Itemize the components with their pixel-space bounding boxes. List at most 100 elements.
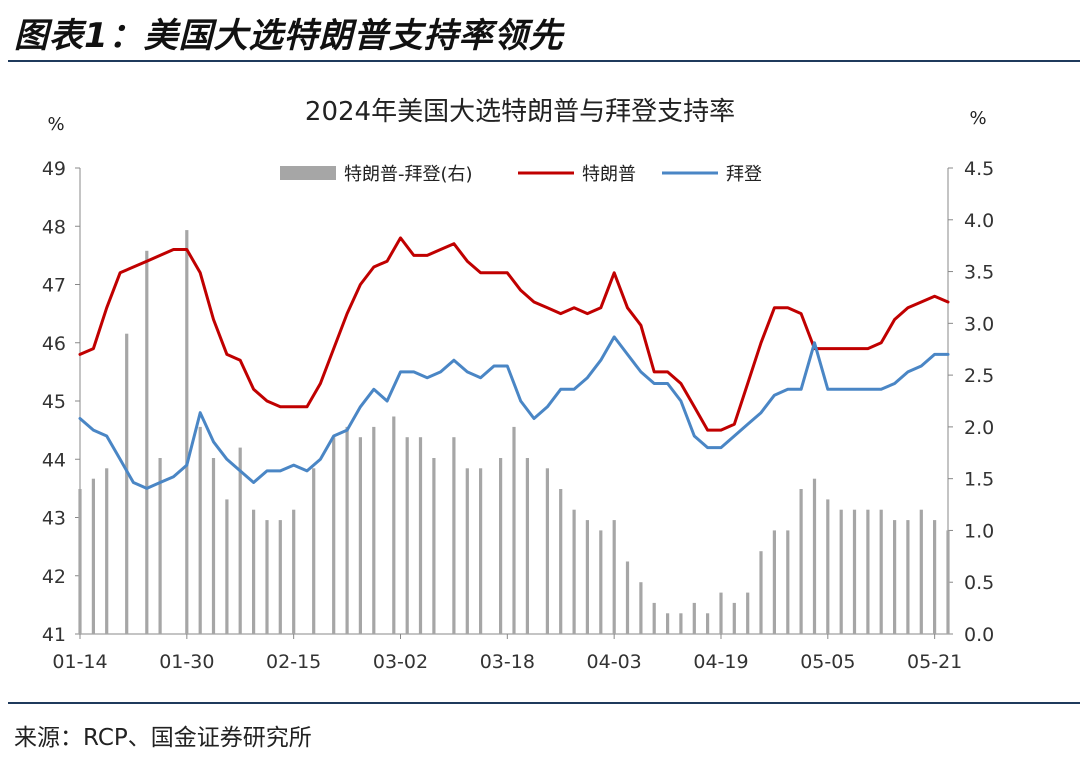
legend-label-biden: 拜登 xyxy=(726,164,762,185)
diff-bar xyxy=(559,489,563,634)
diff-bar xyxy=(405,437,409,634)
diff-bar xyxy=(692,602,696,634)
x-tick-label: 05-21 xyxy=(907,651,962,673)
diff-bar xyxy=(612,520,616,634)
diff-bar xyxy=(946,530,950,634)
series-lines xyxy=(78,236,950,490)
diff-bar xyxy=(91,478,95,634)
diff-bar xyxy=(345,426,349,634)
diff-bar xyxy=(499,458,503,634)
diff-bar xyxy=(719,592,723,634)
left-tick-label: 48 xyxy=(42,216,66,238)
diff-bar xyxy=(585,520,589,634)
chart-title: 2024年美国大选特朗普与拜登支持率 xyxy=(305,97,735,127)
diff-bar xyxy=(211,458,216,634)
diff-bar xyxy=(312,468,316,634)
diff-bar xyxy=(105,468,109,634)
axes: 49 48 47 46 45 44 43 42 41 4.5 4.0 3.5 3.0 2.5 2.0 1.5 1… xyxy=(42,158,994,673)
diff-bar xyxy=(418,437,423,634)
left-tick-label: 45 xyxy=(42,391,66,413)
diff-bar xyxy=(372,426,376,634)
diff-bar xyxy=(479,468,483,634)
diff-bars xyxy=(78,230,950,635)
left-tick-label: 46 xyxy=(42,333,66,355)
diff-bar xyxy=(432,458,436,634)
diff-bar xyxy=(919,509,923,634)
diff-bar xyxy=(906,520,910,634)
diff-bar xyxy=(252,509,256,634)
diff-bar xyxy=(145,250,149,635)
source-note: 来源：RCP、国金证券研究所 xyxy=(14,725,312,751)
diff-bar xyxy=(759,551,763,634)
diff-bar xyxy=(465,468,469,634)
chart-area: 2024年美国大选特朗普与拜登支持率 % % 特朗普-拜登(右) 特朗普 拜登 … xyxy=(42,97,994,673)
biden-line xyxy=(78,335,950,490)
diff-bar xyxy=(639,582,643,634)
left-tick-label: 41 xyxy=(42,624,66,646)
diff-bar xyxy=(545,468,549,634)
diff-bar xyxy=(812,478,817,634)
diff-bar xyxy=(879,509,883,634)
x-tick-label: 01-30 xyxy=(159,651,214,673)
left-tick-label: 43 xyxy=(42,508,66,530)
left-tick-label: 49 xyxy=(42,158,66,180)
right-axis-unit: % xyxy=(969,108,986,129)
x-tick-label: 02-15 xyxy=(266,651,321,673)
diff-bar xyxy=(278,520,282,634)
legend-label-trump: 特朗普 xyxy=(582,164,636,185)
diff-bar xyxy=(78,489,82,634)
x-tick-label: 01-14 xyxy=(52,651,107,673)
x-tick-label: 04-19 xyxy=(693,651,748,673)
right-tick-label: 0.5 xyxy=(964,572,994,594)
right-tick-label: 1.5 xyxy=(964,469,994,491)
diff-bar xyxy=(512,426,516,634)
top-rule xyxy=(8,60,1080,62)
diff-bar xyxy=(732,602,736,634)
x-tick-label: 03-18 xyxy=(480,651,535,673)
left-axis-unit: % xyxy=(47,114,64,135)
diff-bar xyxy=(392,416,396,634)
right-tick-label: 3.0 xyxy=(964,313,994,335)
legend: 特朗普-拜登(右) 特朗普 拜登 xyxy=(280,164,762,185)
right-tick-label: 1.0 xyxy=(964,520,994,542)
right-tick-label: 2.5 xyxy=(964,365,994,387)
diff-bar xyxy=(625,561,630,634)
legend-swatch-diff xyxy=(280,166,336,180)
diff-bar xyxy=(238,447,242,634)
diff-bar xyxy=(933,520,937,634)
legend-label-diff: 特朗普-拜登(右) xyxy=(344,164,473,185)
diff-bar xyxy=(746,592,750,634)
right-tick-label: 4.0 xyxy=(964,210,994,232)
diff-bar xyxy=(225,499,229,634)
right-tick-label: 0.0 xyxy=(964,624,994,646)
x-tick-label: 05-05 xyxy=(800,651,855,673)
diff-bar xyxy=(572,509,576,634)
diff-bar xyxy=(185,230,189,634)
diff-bar xyxy=(198,426,202,634)
diff-bar xyxy=(666,613,670,634)
left-tick-label: 47 xyxy=(42,275,66,297)
right-tick-label: 2.0 xyxy=(964,417,994,439)
right-tick-label: 4.5 xyxy=(964,158,994,180)
diff-bar xyxy=(679,613,683,634)
diff-bar xyxy=(839,509,843,634)
trump-line xyxy=(78,236,950,432)
diff-bar xyxy=(332,437,336,634)
diff-bar xyxy=(652,602,656,634)
diff-bar xyxy=(158,458,162,634)
diff-bar xyxy=(358,437,362,634)
bottom-rule xyxy=(8,702,1080,704)
diff-bar xyxy=(826,499,830,634)
diff-bar xyxy=(125,333,129,634)
diff-bar xyxy=(866,509,870,634)
figure-title: 图表1：美国大选特朗普支持率领先 xyxy=(14,16,564,56)
diff-bar xyxy=(706,613,710,634)
diff-bar xyxy=(786,530,790,634)
diff-bar xyxy=(893,520,897,634)
diff-bar xyxy=(525,458,529,634)
diff-bar xyxy=(772,530,776,634)
diff-bar xyxy=(265,520,269,634)
diff-bar xyxy=(599,530,603,634)
diff-bar xyxy=(292,509,296,634)
right-tick-label: 3.5 xyxy=(964,262,994,284)
